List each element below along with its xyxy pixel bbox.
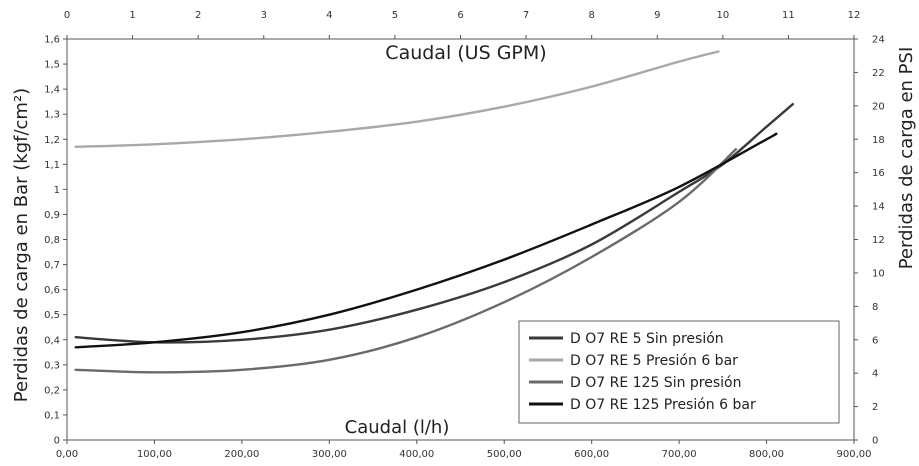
y-left-tick-label: 1	[54, 185, 60, 196]
y-right-tick-label: 2	[872, 402, 878, 413]
y-left-tick-label: 0,3	[44, 360, 60, 371]
x-top-tick-label: 0	[64, 10, 70, 21]
y-left-tick-label: 0	[54, 436, 60, 447]
x-top-tick-label: 2	[195, 10, 201, 21]
x-top-tick-label: 1	[129, 10, 135, 21]
y-left-axis-title: Perdidas de carga en Bar (kgf/cm²)	[11, 88, 32, 402]
x-bottom-ticks: 0,00 100,00 200,00 300,00 400,00 500,00 600,00…	[56, 440, 872, 460]
y-right-tick-label: 24	[872, 35, 885, 46]
y-left-tick-label: 0,2	[44, 385, 60, 396]
x-bottom-tick-label: 600,00	[574, 449, 609, 460]
x-bottom-tick-label: 800,00	[749, 449, 784, 460]
y-left-tick-label: 1,3	[44, 110, 60, 121]
x-top-tick-label: 3	[261, 10, 267, 21]
y-left-tick-label: 0,5	[44, 310, 60, 321]
y-right-tick-label: 10	[872, 268, 885, 279]
y-right-tick-label: 12	[872, 235, 885, 246]
x-bottom-tick-label: 300,00	[312, 449, 347, 460]
y-right-tick-label: 16	[872, 168, 885, 179]
y-left-tick-label: 0,1	[44, 410, 60, 421]
series-line-4	[74, 132, 778, 349]
y-left-tick-label: 0,7	[44, 260, 60, 271]
x-bottom-tick-label: 900,00	[837, 449, 872, 460]
x-top-tick-label: 9	[654, 10, 660, 21]
y-left-tick-label: 0,8	[44, 235, 60, 246]
legend-box	[518, 320, 840, 424]
y-left-tick-label: 1,4	[44, 85, 60, 96]
x-top-tick-label: 8	[588, 10, 594, 21]
x-bottom-tick-label: 700,00	[662, 449, 697, 460]
y-left-tick-label: 1,2	[44, 135, 60, 146]
y-left-tick-label: 0,4	[44, 335, 60, 346]
series-line-2	[74, 50, 720, 148]
y-right-tick-label: 20	[872, 101, 885, 112]
x-top-tick-label: 7	[523, 10, 529, 21]
x-top-tick-label: 11	[782, 10, 795, 21]
y-right-tick-label: 4	[872, 369, 878, 380]
y-left-tick-label: 1,1	[44, 160, 60, 171]
legend-label-3: D O7 RE 125 Sin presión	[570, 375, 741, 391]
y-right-tick-label: 0	[872, 436, 878, 447]
y-right-tick-label: 18	[872, 135, 885, 146]
y-left-tick-label: 1,5	[44, 60, 60, 71]
x-top-tick-label: 6	[457, 10, 463, 21]
legend-label-1: D O7 RE 5 Sin presión	[570, 331, 724, 347]
series-line-3	[74, 148, 738, 374]
series-lines	[74, 50, 794, 374]
x-bottom-tick-label: 400,00	[399, 449, 434, 460]
y-right-tick-label: 14	[872, 202, 885, 213]
y-right-tick-label: 8	[872, 302, 878, 313]
x-bottom-tick-label: 500,00	[487, 449, 522, 460]
y-left-tick-label: 1,6	[44, 35, 60, 46]
legend-items: D O7 RE 5 Sin presión D O7 RE 5 Presión 6…	[529, 331, 756, 413]
y-left-tick-label: 0,9	[44, 210, 60, 221]
x-top-tick-label: 10	[716, 10, 729, 21]
legend-label-4: D O7 RE 125 Presión 6 bar	[570, 397, 756, 413]
y-right-tick-label: 6	[872, 335, 878, 346]
y-right-tick-label: 22	[872, 68, 885, 79]
y-left-tick-label: 0,6	[44, 285, 60, 296]
x-top-axis-title: Caudal (US GPM)	[385, 42, 546, 64]
x-top-ticks: 0 1 2 3 4 5 6 7 8 9 10 11 12	[64, 10, 861, 39]
legend-label-2: D O7 RE 5 Presión 6 bar	[570, 353, 738, 369]
x-bottom-tick-label: 0,00	[56, 449, 78, 460]
series-line-1	[74, 103, 794, 344]
legend: D O7 RE 5 Sin presión D O7 RE 5 Presión 6…	[518, 320, 840, 424]
x-top-tick-label: 12	[848, 10, 861, 21]
y-left-ticks: 0 0,1 0,2 0,3 0,4 0,5 0,6 0,7 0,8 0,9 1 1,1 1,2 1,3 1,…	[44, 35, 67, 447]
x-bottom-axis-title: Caudal (l/h)	[345, 417, 450, 438]
x-bottom-tick-label: 200,00	[224, 449, 259, 460]
x-top-tick-label: 4	[326, 10, 332, 21]
x-bottom-tick-label: 100,00	[137, 449, 172, 460]
y-right-axis-title: Perdidas de carga en PSI	[896, 47, 917, 270]
x-top-tick-label: 5	[392, 10, 398, 21]
